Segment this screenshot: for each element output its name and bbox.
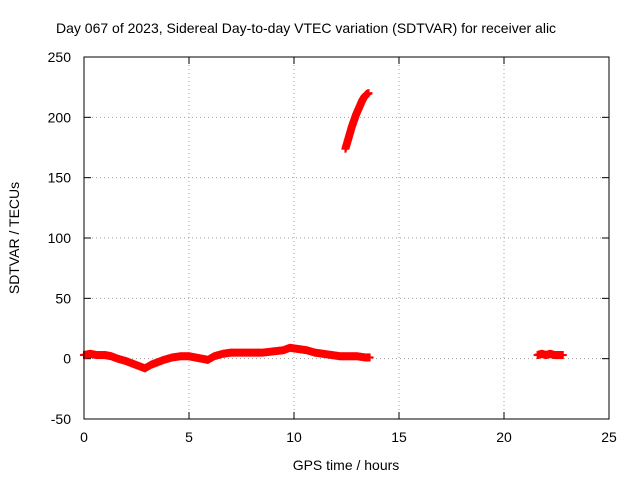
x-tick-label: 0 (80, 429, 88, 445)
y-tick-label: 250 (48, 49, 72, 65)
x-tick-label: 15 (391, 429, 407, 445)
chart-title: Day 067 of 2023, Sidereal Day-to-day VTE… (56, 20, 556, 36)
x-tick-label: 10 (286, 429, 302, 445)
data-point (365, 353, 374, 362)
x-axis-label: GPS time / hours (293, 457, 400, 473)
y-tick-label: 150 (48, 170, 72, 186)
data-points (80, 89, 567, 373)
x-tick-labels: 0 5 10 15 20 25 (80, 429, 617, 445)
y-tick-label: 200 (48, 109, 72, 125)
plot-frame (83, 56, 610, 420)
data-point (364, 89, 373, 98)
y-tick-label: 100 (48, 230, 72, 246)
x-tick-label: 25 (601, 429, 617, 445)
axis-ticks (83, 56, 610, 420)
x-tick-label: 20 (496, 429, 512, 445)
y-tick-labels: -50 0 50 100 150 200 250 (48, 49, 72, 427)
grid-lines (84, 57, 609, 419)
y-tick-label: 0 (63, 351, 71, 367)
y-tick-label: -50 (51, 411, 71, 427)
y-axis-label: SDTVAR / TECUs (6, 182, 22, 294)
data-point (558, 351, 567, 360)
x-tick-label: 5 (185, 429, 193, 445)
y-tick-label: 50 (55, 290, 71, 306)
